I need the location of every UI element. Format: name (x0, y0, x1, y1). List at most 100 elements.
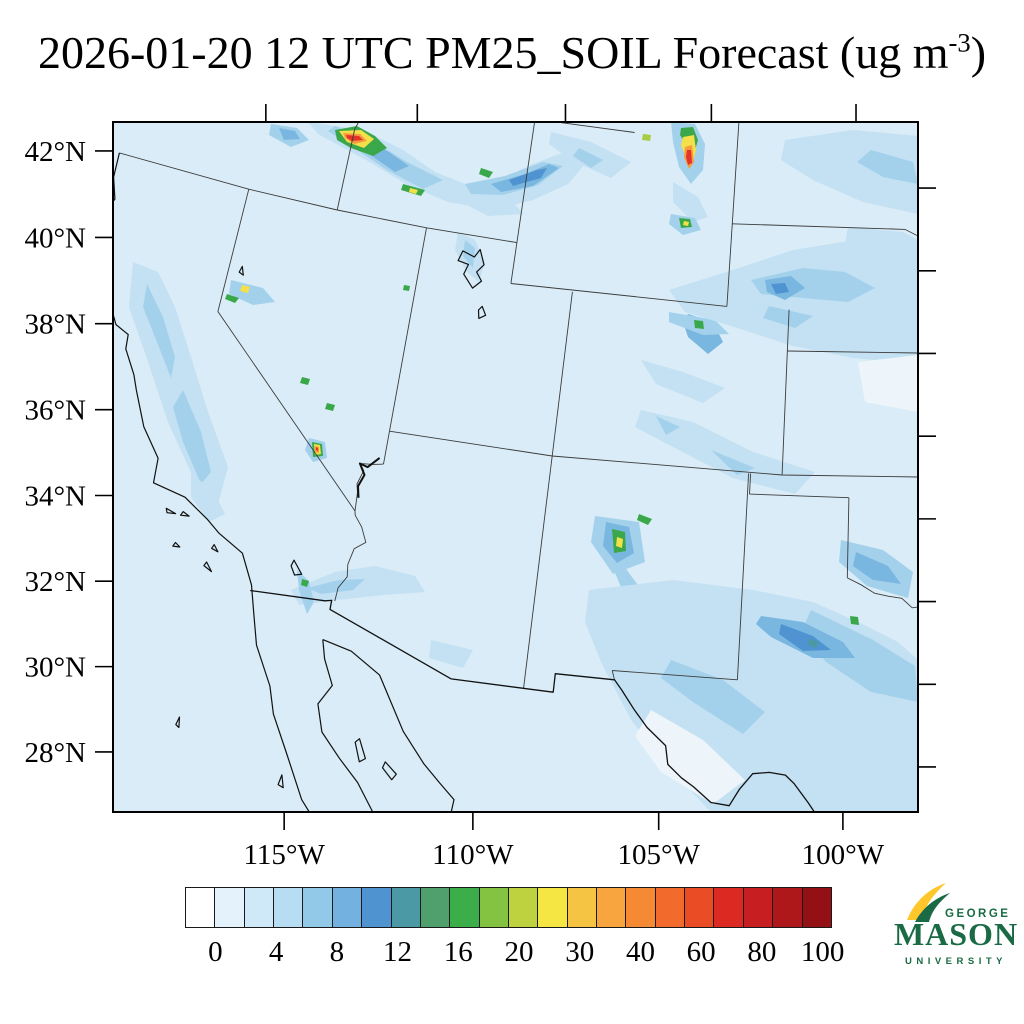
colorbar-cell (625, 887, 656, 928)
pm25-region-L3 (229, 280, 275, 305)
state-border-line (389, 430, 918, 478)
colorbar-tick-label: 60 (686, 936, 716, 968)
pm25-region-L2 (429, 640, 473, 668)
colorbar-cell (507, 887, 539, 928)
colorbar-tick-label: 16 (443, 936, 473, 968)
island-outline (179, 511, 190, 517)
state-border-line (217, 189, 356, 512)
pm25-region-L4 (853, 552, 901, 584)
colorbar-cell (361, 887, 392, 928)
colorbar-cell (566, 887, 598, 928)
lat-tick-label: 32°N (24, 566, 86, 598)
colorbar-tick-label: 12 (383, 936, 413, 968)
axis-ticks (95, 104, 936, 830)
pm25-region-L3 (857, 150, 918, 184)
island-outline (165, 507, 177, 515)
state-border-line (726, 122, 740, 307)
state-border-line (846, 497, 850, 578)
colorbar-cell (713, 887, 744, 928)
pm25-region-L2 (641, 360, 725, 403)
island-outline (211, 544, 219, 553)
colorbar-cell (419, 887, 451, 928)
pm25-region-L2 (669, 240, 918, 364)
pm25-region-L3 (661, 660, 765, 734)
state-borders (119, 122, 918, 689)
pm25-region-Y (683, 221, 689, 226)
colorbar-cell (684, 887, 715, 928)
lake-outline (477, 305, 487, 319)
pm25-region-G (850, 616, 859, 625)
pm25-region-L0 (635, 710, 745, 804)
state-border-line (749, 493, 849, 499)
island-outline (172, 541, 181, 548)
pm25-region-Y (409, 188, 418, 194)
plot-title-superscript: -3 (948, 27, 971, 58)
pm25-region-L5 (779, 624, 831, 651)
pm25-region-L3 (297, 570, 314, 614)
colorbar-cell (742, 887, 774, 928)
pm25-region-G (225, 294, 239, 303)
island-outline (277, 774, 284, 789)
us-mexico-border-rio-grande (250, 589, 816, 812)
colorado-river-lake-mead (357, 457, 381, 498)
pm25-region-T (807, 639, 819, 648)
colorbar-cell (214, 887, 245, 928)
colorbar-tick-label: 30 (565, 936, 595, 968)
colorbar-cell (596, 887, 627, 928)
colorbar-cell (801, 887, 832, 928)
pm25-region-L3 (307, 579, 365, 594)
pm25-region-L2 (781, 130, 918, 214)
pm25-region-R (316, 447, 318, 451)
gmu-swoosh-icon (907, 883, 950, 922)
gmu-logo: GEORGE MASON UNIVERSITY (893, 882, 1019, 982)
lat-tick-label: 42°N (24, 136, 86, 168)
colorbar-cell (185, 887, 216, 928)
plot-title: 2026-01-20 12 UTC PM25_SOIL Forecast (ug… (0, 26, 1024, 79)
pm25-region-L2 (291, 566, 425, 605)
coastlines (113, 152, 816, 812)
pm25-region-L2 (469, 197, 523, 216)
lake-outline (290, 559, 303, 576)
colorbar-tick-label: 8 (329, 936, 345, 968)
island-outline (175, 716, 181, 729)
state-border-line (736, 473, 750, 680)
pm25-region-L3 (143, 284, 175, 378)
lat-tick-label: 34°N (24, 481, 86, 513)
colorbar-cell (331, 887, 363, 928)
baja-gulf-coastline (317, 639, 374, 812)
lat-tick-label: 28°N (24, 737, 86, 769)
pm25-region-L3 (573, 148, 603, 168)
state-border-line (781, 309, 790, 476)
pm25-region-G (637, 514, 652, 525)
state-border-line (732, 223, 918, 237)
pm25-region-L3 (173, 390, 211, 484)
pm25-region-R (346, 135, 363, 141)
colorbar-tick-label: 4 (268, 936, 284, 968)
pm25-region-L2 (635, 410, 815, 494)
state-border-line (551, 291, 573, 457)
colorbar-cell (390, 887, 421, 928)
lon-tick-label: 105°W (617, 839, 700, 871)
colorbar-cell (772, 887, 803, 928)
map-frame (112, 121, 919, 813)
colorbar-cells (185, 887, 832, 928)
axis-tick-labels: 42°N 40°N 38°N 36°N 34°N 32°N 30°N 28°N 115°W 110… (24, 136, 884, 871)
colorbar-cell (302, 887, 333, 928)
pm25-region-YG (642, 134, 651, 141)
colorbar-cell (537, 887, 568, 928)
state-border-line (847, 577, 918, 609)
plot-title-text: 2026-01-20 12 UTC PM25_SOIL Forecast (ug… (37, 27, 949, 78)
pm25-region-G (694, 320, 704, 329)
colorbar-cell (654, 887, 686, 928)
colorbar-cell (273, 887, 304, 928)
colorbar-labels: 0 4 8 12 16 20 30 40 60 80 100 (185, 936, 853, 976)
pm25-region-Y (616, 537, 623, 548)
gmu-logo-university: UNIVERSITY (904, 956, 1007, 967)
lat-tick-label: 40°N (24, 222, 86, 254)
pm25-region-G (301, 579, 309, 587)
pm25-region-G (403, 285, 410, 291)
pm25-region-L5 (771, 283, 789, 294)
lon-tick-label: 100°W (802, 839, 885, 871)
state-border-line (336, 122, 360, 211)
